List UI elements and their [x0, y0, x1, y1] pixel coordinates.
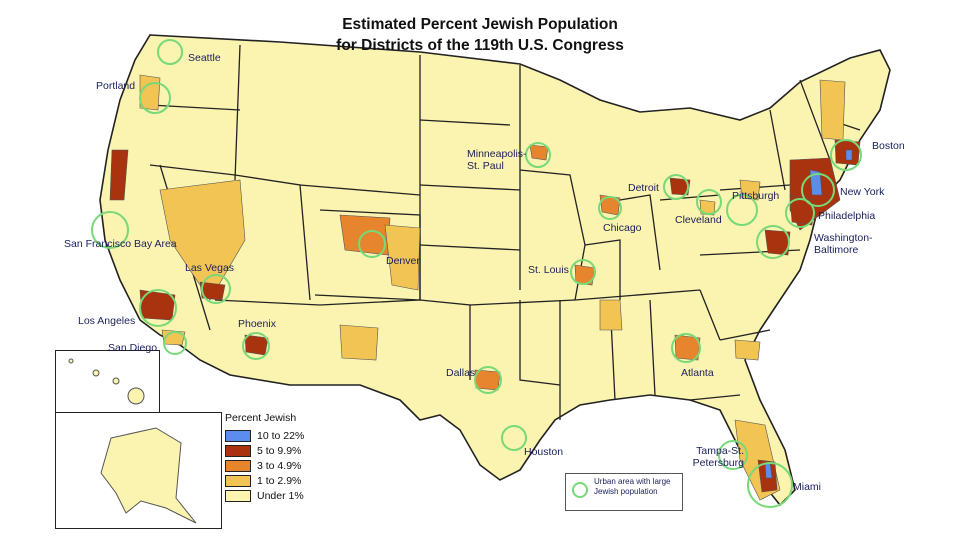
- city-label-seattle: Seattle: [188, 52, 221, 64]
- legend-swatch: [225, 444, 251, 457]
- alaska-inset: [55, 412, 222, 529]
- legend-label: 1 to 2.9%: [257, 474, 302, 487]
- legend-item: 10 to 22%: [225, 428, 335, 443]
- legend: Percent Jewish 10 to 22% 5 to 9.9% 3 to …: [225, 412, 335, 503]
- legend-label: 10 to 22%: [257, 429, 305, 442]
- city-label-st-louis: St. Louis: [528, 264, 569, 276]
- city-label-chicago: Chicago: [603, 222, 642, 234]
- legend-swatch: [225, 429, 251, 442]
- title-line-1: Estimated Percent Jewish Population: [342, 16, 618, 33]
- city-label-boston: Boston: [872, 140, 905, 152]
- legend-label: 5 to 9.9%: [257, 444, 302, 457]
- city-label-cleveland: Cleveland: [675, 214, 722, 226]
- legend-swatch: [225, 489, 251, 502]
- urban-circles: [91, 39, 862, 508]
- city-label-tampa: Tampa-St. Petersburg: [692, 445, 744, 469]
- legend-label: Under 1%: [257, 489, 304, 502]
- legend-item: Under 1%: [225, 488, 335, 503]
- legend-item: 3 to 4.9%: [225, 458, 335, 473]
- alaska-icon: [100, 427, 197, 524]
- title-line-2: for Districts of the 119th U.S. Congress: [336, 37, 624, 54]
- city-label-dallas: Dallas: [446, 367, 476, 379]
- legend-item: 5 to 9.9%: [225, 443, 335, 458]
- city-label-portland: Portland: [96, 80, 136, 92]
- legend-item: 1 to 2.9%: [225, 473, 335, 488]
- legend-title: Percent Jewish: [225, 412, 297, 424]
- city-label-las-vegas: Las Vegas: [185, 262, 235, 274]
- city-label-los-angeles: Los Angeles: [78, 315, 136, 327]
- legend-swatch: [225, 459, 251, 472]
- city-label-houston: Houston: [524, 446, 564, 458]
- hawaii-inset: [55, 350, 160, 414]
- city-label-phoenix: Phoenix: [238, 318, 276, 330]
- city-label-sf-bay: San Francisco Bay Area: [64, 238, 177, 250]
- city-label-san-diego: San Diego: [108, 342, 158, 354]
- city-label-pittsburgh: Pittsburgh: [732, 190, 780, 202]
- urban-key-label: Urban area with large Jewish population: [594, 477, 671, 496]
- hawaii-icon: [68, 358, 145, 405]
- city-label-atlanta: Atlanta: [681, 367, 714, 379]
- city-label-new-york: New York: [840, 186, 885, 198]
- legend-label: 3 to 4.9%: [257, 459, 302, 472]
- urban-area-key: Urban area with large Jewish population: [565, 473, 683, 511]
- city-label-denver: Denver: [386, 255, 420, 267]
- district-fills: [109, 74, 861, 501]
- city-label-philadelphia: Philadelphia: [818, 210, 876, 222]
- us-mainland: [99, 34, 891, 507]
- city-label-detroit: Detroit: [628, 182, 659, 194]
- legend-swatch: [225, 474, 251, 487]
- city-label-miami: Miami: [793, 481, 821, 493]
- city-label-washington: Washington-Baltimore: [814, 232, 873, 256]
- urban-circle-icon: [572, 482, 588, 498]
- map-title: Estimated Percent Jewish Population for …: [0, 14, 960, 56]
- city-label-minneapolis: Minneapolis-St. Paul: [467, 148, 527, 172]
